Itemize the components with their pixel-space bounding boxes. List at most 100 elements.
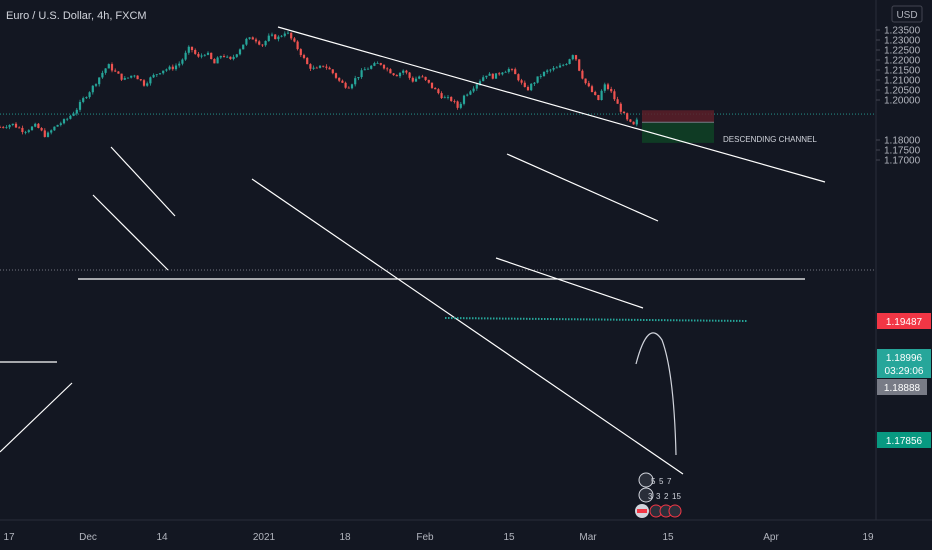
falling-wedge-line-c[interactable] (506, 153, 659, 222)
event-count: 3 (656, 492, 661, 501)
candle-body (475, 84, 478, 89)
candle-body (520, 80, 523, 83)
descending-channel-label[interactable]: DESCENDING CHANNEL (723, 135, 817, 144)
candle-body (453, 100, 456, 102)
event-icon[interactable] (668, 504, 682, 518)
current-price-label: 1.18996 (886, 353, 923, 364)
candle-body (565, 63, 568, 65)
candle-body (5, 127, 8, 129)
candle-body (629, 119, 632, 122)
candle-body (382, 64, 386, 69)
channel-upper-line[interactable] (277, 26, 826, 183)
candle-body (398, 72, 402, 77)
candle-body (62, 119, 66, 124)
candle-body (184, 52, 187, 60)
currency-badge[interactable]: USD (896, 10, 917, 21)
candle-body (142, 80, 146, 86)
position-zones (642, 110, 714, 143)
y-tick-label: 1.20500 (884, 86, 921, 97)
candle-body (478, 81, 482, 85)
green-level-line[interactable] (444, 317, 749, 322)
currency-badge-box[interactable] (891, 5, 923, 23)
y-tick-label: 1.20000 (884, 96, 921, 107)
candle-body (344, 82, 347, 88)
candle-body (443, 97, 446, 99)
candle-body (392, 73, 395, 76)
target-price-label: 1.17856 (886, 436, 923, 447)
candle-body (386, 68, 389, 70)
candle-body (632, 121, 635, 125)
event-count: 5 (651, 477, 656, 486)
candle-body (171, 66, 174, 70)
candle-body (85, 97, 88, 99)
candle-body (405, 70, 408, 73)
flag-icon-stripe (637, 509, 647, 513)
candle-body (139, 79, 142, 81)
candle-body (603, 84, 606, 91)
event-markers[interactable]: 5 5 7 3 3 2 15 (635, 472, 682, 518)
candle-body (376, 63, 379, 64)
candle-body (133, 75, 136, 77)
candle-body (331, 69, 334, 74)
candle-body (587, 83, 590, 87)
candle-body (581, 70, 584, 79)
candle-body (302, 55, 306, 58)
time-axis[interactable] (0, 520, 932, 550)
candle-body (517, 74, 520, 81)
candle-body (219, 55, 222, 58)
take-profit-zone[interactable] (642, 122, 714, 143)
candle-body (222, 55, 226, 57)
event-count: 5 (659, 477, 664, 486)
candle-body (190, 46, 194, 51)
candle-body (251, 37, 254, 40)
candle-body (469, 91, 472, 95)
candle-body (75, 109, 78, 114)
candle-body (229, 56, 232, 60)
candle-body (69, 115, 72, 119)
candle-body (334, 73, 338, 78)
event-icon[interactable] (638, 487, 654, 503)
candle-body (594, 91, 597, 95)
x-tick-label: 17 (3, 532, 15, 543)
channel-lower-line[interactable] (251, 178, 684, 475)
falling-wedge-line-b[interactable] (110, 146, 176, 217)
candle-body (542, 71, 546, 77)
candle-body (424, 76, 427, 80)
candle-body (14, 123, 18, 128)
candle-body (434, 87, 437, 90)
candle-body (267, 35, 270, 41)
candle-body (389, 69, 392, 74)
left-rising-line[interactable] (0, 382, 73, 453)
candle-body (88, 92, 91, 98)
candle-body (283, 33, 286, 36)
candle-body (549, 69, 552, 71)
stop-loss-zone[interactable] (642, 110, 714, 123)
projection-curve[interactable] (635, 332, 677, 456)
candle-body (536, 76, 539, 83)
candle-body (187, 46, 190, 53)
x-tick-label: 14 (156, 532, 168, 543)
candle-body (635, 119, 638, 125)
grid-layer (0, 113, 876, 271)
candle-body (309, 64, 312, 69)
candle-body (248, 37, 251, 39)
candle-body (280, 35, 283, 37)
candle-body (110, 64, 114, 71)
candle-body (360, 70, 363, 78)
candle-body (450, 96, 453, 101)
x-tick-label: 15 (503, 532, 515, 543)
x-tick-label: 19 (862, 532, 874, 543)
candle-body (107, 64, 110, 69)
falling-wedge-line-d[interactable] (495, 257, 644, 309)
candle-body (72, 113, 75, 116)
falling-wedge-line-a[interactable] (92, 194, 169, 271)
candle-body (40, 127, 43, 131)
candle-body (245, 38, 248, 45)
candle-body (341, 80, 344, 83)
candle-body (232, 56, 235, 60)
candle-body (370, 65, 373, 69)
event-icon[interactable] (638, 472, 654, 488)
stop-price-label: 1.19487 (886, 317, 923, 328)
